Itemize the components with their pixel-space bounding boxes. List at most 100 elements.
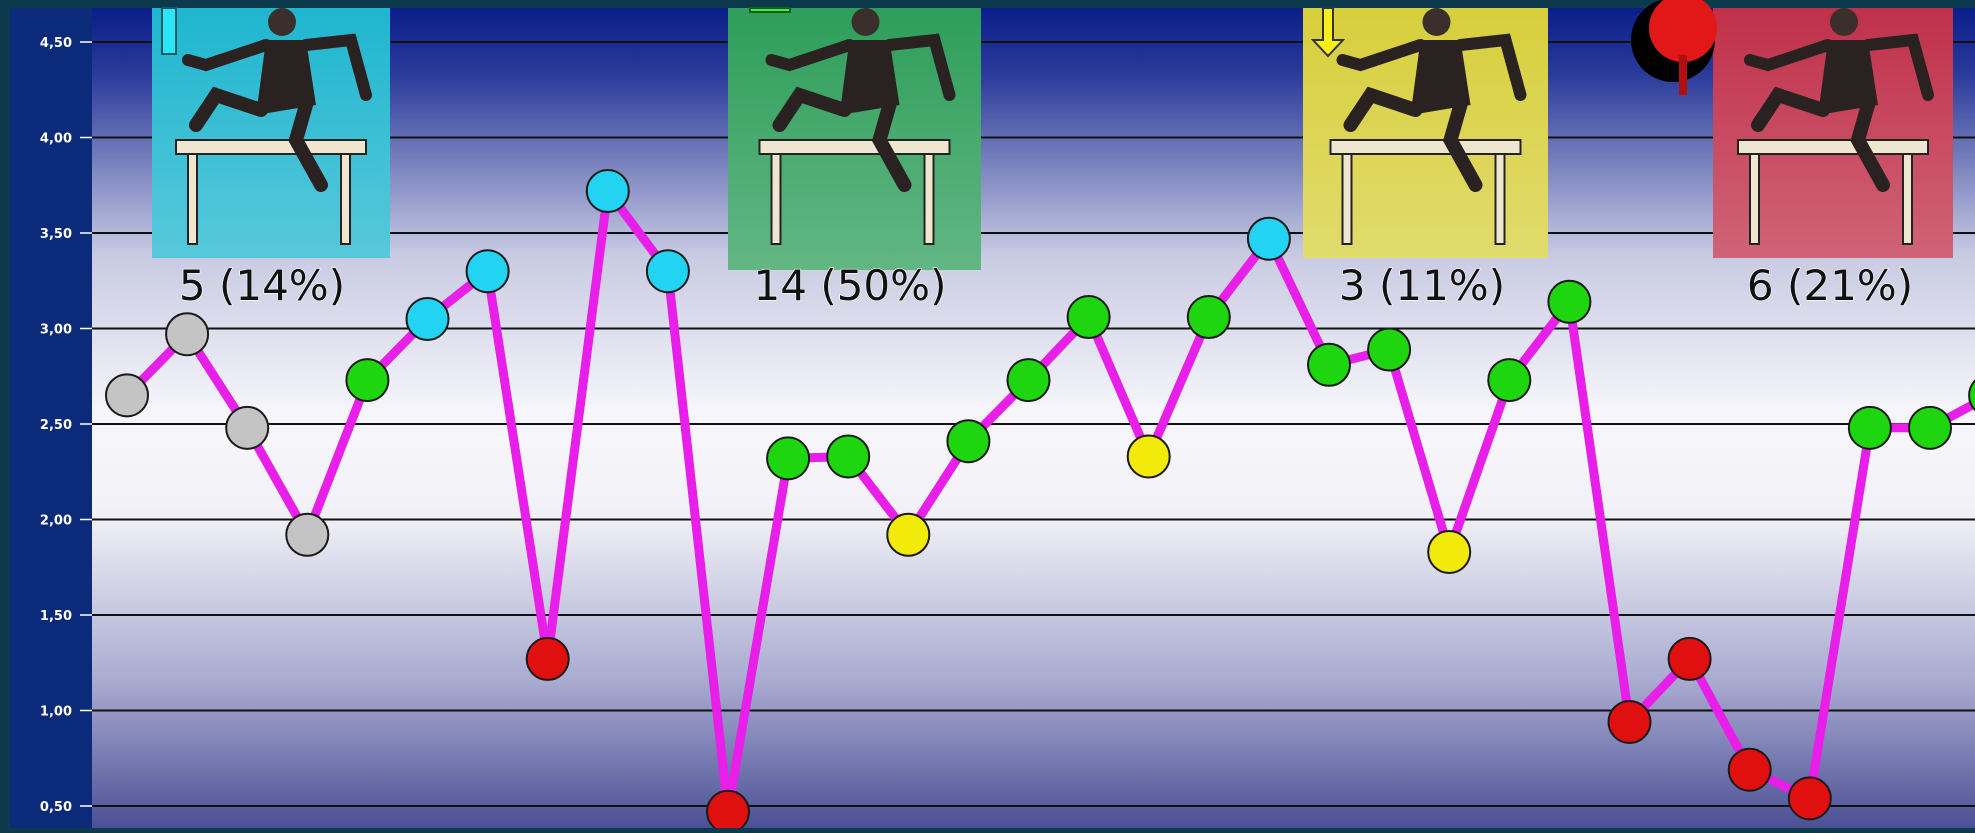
- down-arrow-icon: [1310, 7, 1346, 58]
- hurdler-torso: [1818, 40, 1878, 115]
- banner-count-label: 6 (21%): [1747, 261, 1913, 310]
- data-point: [1006, 358, 1051, 403]
- hurdle-leg: [1902, 153, 1913, 245]
- hurdler-arm: [1336, 39, 1427, 72]
- category-banners: 5 (14%) 14 (50%) 3 (11%) 6 (21%): [152, 0, 1953, 311]
- hurdler-leg: [772, 86, 852, 132]
- hurdler-torso: [839, 40, 900, 115]
- data-point: [766, 436, 811, 481]
- y-tick-label: 4,00: [40, 132, 72, 147]
- up-bar-icon: [161, 7, 177, 55]
- banner-3: 3 (11%): [1303, 7, 1548, 311]
- data-point: [1246, 216, 1291, 261]
- data-point: [1186, 295, 1231, 340]
- hurdler-head: [1422, 8, 1451, 36]
- hurdle-leg: [187, 153, 198, 245]
- data-point: [1547, 279, 1592, 324]
- y-tick-label: 1,00: [40, 705, 72, 720]
- data-point: [1667, 636, 1712, 681]
- data-point: [1607, 699, 1652, 744]
- banner-4: 6 (21%): [1631, 0, 1953, 311]
- hurdler-head: [851, 8, 880, 36]
- y-tick-label: 2,00: [40, 514, 72, 529]
- stop-sign-icon: [1631, 0, 1717, 95]
- data-point: [405, 296, 450, 341]
- hurdler-torso: [256, 40, 316, 115]
- grid-lines: [80, 41, 1975, 807]
- hurdle-leg: [1341, 153, 1353, 245]
- hurdler-torso: [1410, 40, 1471, 115]
- data-point: [1367, 327, 1412, 372]
- hurdle-bar: [758, 139, 951, 155]
- data-point: [1307, 342, 1351, 387]
- data-point: [465, 249, 510, 294]
- hurdler-leg: [1850, 98, 1890, 192]
- hurdler-arm: [182, 39, 272, 72]
- hurdler-leg: [1343, 86, 1423, 132]
- hurdle-bar: [175, 139, 367, 155]
- hurdle-leg: [770, 153, 782, 245]
- hurdler-icon: [1737, 8, 1934, 245]
- y-axis-strip: [10, 8, 92, 828]
- hurdler-icon: [1329, 8, 1527, 245]
- banner-2: 14 (50%): [728, 7, 981, 311]
- hurdler-arm: [765, 39, 856, 72]
- hurdler-arm: [1862, 33, 1934, 101]
- data-point: [1487, 358, 1532, 403]
- y-tick-label: 1,50: [40, 609, 72, 624]
- hurdler-leg: [871, 98, 912, 192]
- series-points: [105, 168, 1975, 833]
- hurdle-leg: [340, 153, 351, 245]
- data-point: [345, 358, 390, 403]
- hurdle-bar: [1737, 139, 1929, 155]
- data-point: [1787, 776, 1832, 821]
- y-tick-label: 0,50: [40, 800, 72, 815]
- data-point: [105, 373, 149, 418]
- hurdler-arm: [1454, 33, 1527, 101]
- banner-count-label: 14 (50%): [754, 261, 947, 310]
- data-point: [645, 249, 690, 294]
- data-point: [285, 512, 330, 557]
- banner-1: 5 (14%): [152, 7, 390, 311]
- data-point: [1908, 405, 1952, 450]
- banner-count-label: 3 (11%): [1339, 261, 1505, 310]
- hurdler-leg: [1442, 98, 1483, 192]
- y-tick-label: 3,50: [40, 227, 72, 242]
- data-point: [946, 419, 991, 464]
- hurdle-bar: [1329, 139, 1522, 155]
- hurdler-leg: [1751, 86, 1830, 132]
- hurdle-leg: [1749, 153, 1760, 245]
- data-point: [1727, 747, 1772, 792]
- hurdle-leg: [1494, 153, 1506, 245]
- y-tick-labels: 0,50 1,00 1,50 2,00 2,50 3,00 3,50 4,00 4,50: [40, 36, 72, 815]
- data-point: [1968, 379, 1975, 412]
- y-tick-label: 2,50: [40, 418, 72, 433]
- hurdler-arm: [300, 33, 372, 101]
- data-point: [886, 512, 931, 557]
- y-tick-label: 3,00: [40, 323, 72, 338]
- hurdler-leg: [189, 86, 268, 132]
- y-tick-label: 4,50: [40, 36, 72, 51]
- hurdle-leg: [923, 153, 935, 245]
- data-point: [585, 168, 630, 213]
- data-point: [1066, 295, 1111, 340]
- data-point: [165, 312, 210, 357]
- data-point: [525, 636, 570, 681]
- hurdler-head: [268, 8, 296, 36]
- data-point: [225, 405, 270, 450]
- hurdler-arm: [883, 33, 956, 101]
- data-point: [826, 434, 871, 479]
- hurdler-leg: [288, 98, 328, 192]
- hurdler-arm: [1744, 39, 1834, 72]
- horizontal-arrow-icon: [749, 7, 791, 13]
- hurdler-icon: [758, 8, 956, 245]
- data-point: [1126, 434, 1171, 479]
- data-point: [1847, 405, 1892, 450]
- data-point: [706, 789, 750, 833]
- stop-sign-pole: [1679, 55, 1687, 95]
- hurdler-head: [1830, 8, 1858, 36]
- stop-sign-face: [1649, 0, 1717, 62]
- hurdler-icon: [175, 8, 372, 245]
